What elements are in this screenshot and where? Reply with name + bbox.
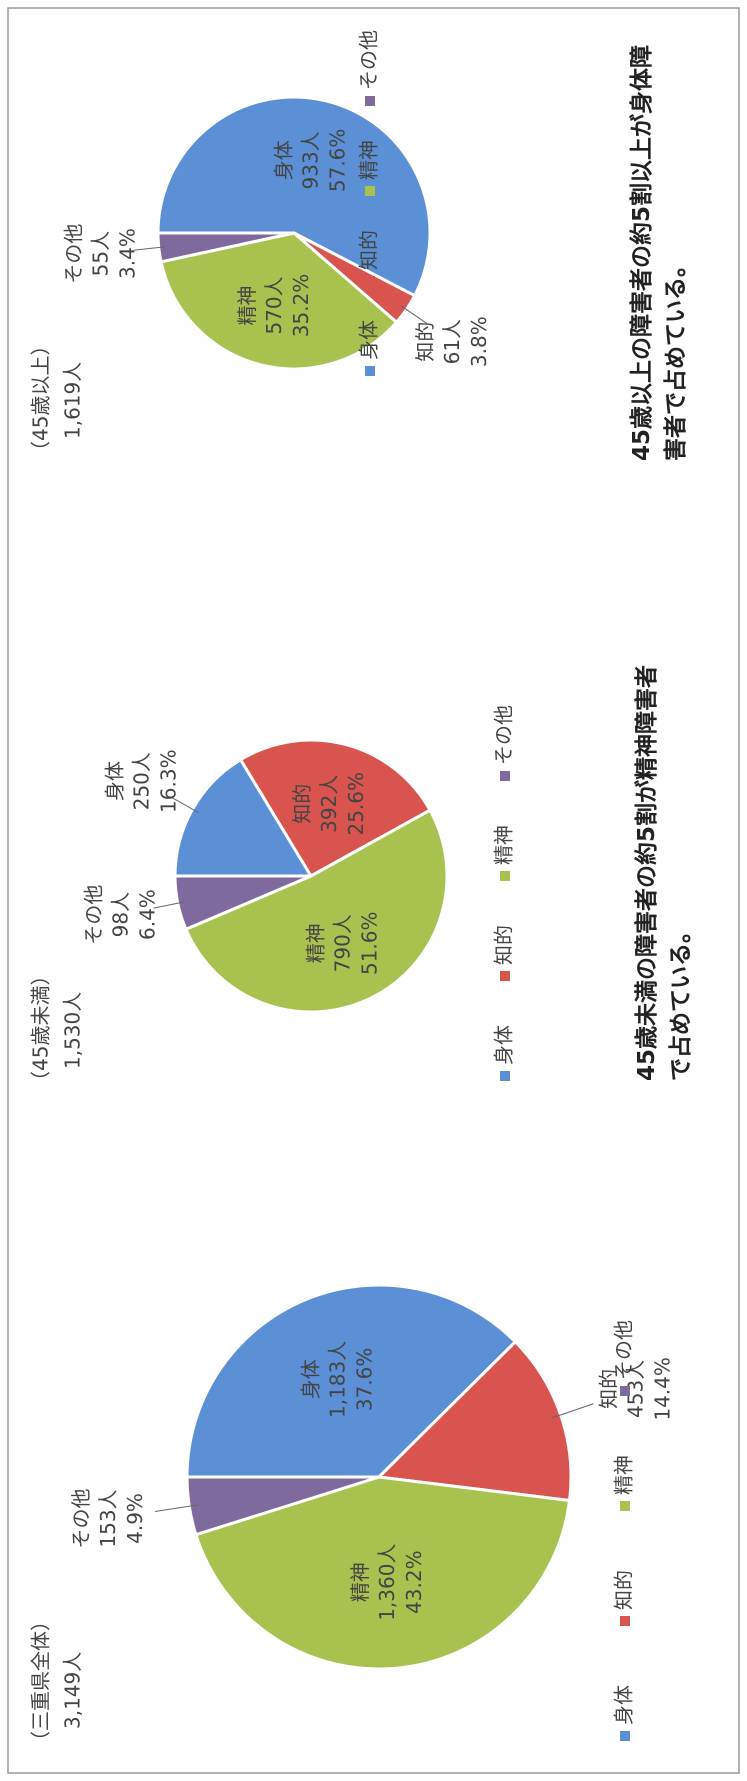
leader-line bbox=[154, 1504, 199, 1512]
pie-slice bbox=[185, 1283, 518, 1479]
legend-label: 精神 bbox=[492, 825, 516, 865]
pie-slice bbox=[193, 1475, 572, 1671]
slice-percent: 3.4% bbox=[115, 228, 139, 279]
slice-count: 98人 bbox=[108, 892, 132, 937]
legend-label: 精神 bbox=[612, 1455, 636, 1495]
leader-line bbox=[551, 1403, 594, 1419]
pie-slice bbox=[156, 95, 432, 298]
legend-label: 身体 bbox=[492, 1025, 516, 1065]
note-box: 45歳以上の障害者の約5割以上が身体障害者で占めている。 bbox=[629, 44, 689, 461]
slice-percent: 37.6% bbox=[352, 1348, 376, 1412]
pie-slice bbox=[238, 738, 433, 879]
frame bbox=[7, 7, 740, 1774]
note: 45歳以上の障害者の約5割以上が身体障害者で占めている。 bbox=[629, 44, 689, 461]
legend-swatch bbox=[500, 871, 510, 881]
slice-percent: 35.2% bbox=[289, 274, 313, 338]
legend-swatch bbox=[365, 96, 375, 106]
legend-label: 精神 bbox=[357, 140, 381, 180]
slice-count: 570人 bbox=[262, 276, 286, 334]
slice-percent: 3.8% bbox=[467, 316, 491, 367]
slice-count: 153人 bbox=[96, 1489, 120, 1547]
legend-label: その他 bbox=[612, 1320, 636, 1380]
slice-count: 392人 bbox=[317, 775, 341, 833]
slice-percent: 51.6% bbox=[357, 911, 381, 975]
chart-title: （三重県全体） bbox=[29, 1611, 53, 1751]
legend-label: 身体 bbox=[357, 320, 381, 360]
note: 45歳未満の障害者の約5割が精神障害者で占めている。 bbox=[634, 664, 694, 1081]
slice-name: 知的 bbox=[596, 1369, 620, 1409]
legend-swatch bbox=[500, 971, 510, 981]
leader-line bbox=[170, 796, 199, 813]
legend-swatch bbox=[365, 186, 375, 196]
slice-name: その他 bbox=[61, 224, 85, 284]
leader-line bbox=[400, 305, 427, 324]
legend-label: その他 bbox=[492, 705, 516, 765]
pie-slice bbox=[159, 231, 399, 371]
slice-count: 55人 bbox=[88, 231, 112, 276]
slice-count: 61人 bbox=[440, 319, 464, 364]
legend-label: その他 bbox=[357, 30, 381, 90]
slice-name: 精神 bbox=[235, 285, 259, 325]
slice-name: その他 bbox=[69, 1488, 93, 1548]
legend-swatch bbox=[500, 1071, 510, 1081]
slice-percent: 57.6% bbox=[325, 129, 349, 193]
slice-percent: 6.4% bbox=[135, 889, 159, 940]
slice-count: 1,360人 bbox=[375, 1544, 399, 1621]
slice-count: 250人 bbox=[129, 752, 153, 810]
leader-line bbox=[153, 901, 185, 909]
chart-title: （45歳以上） bbox=[29, 336, 53, 461]
legend-swatch bbox=[365, 276, 375, 286]
slice-count: 790人 bbox=[330, 914, 354, 972]
slice-name: 身体 bbox=[102, 761, 126, 801]
slice-name: 知的 bbox=[290, 784, 314, 824]
total-label: 3,149人 bbox=[61, 1652, 85, 1729]
legend-swatch bbox=[620, 1731, 630, 1741]
leader-line bbox=[134, 246, 166, 251]
legend-swatch bbox=[500, 771, 510, 781]
legend-label: 身体 bbox=[612, 1685, 636, 1725]
legend-swatch bbox=[620, 1386, 630, 1396]
slice-count: 933人 bbox=[298, 131, 322, 189]
total-label: 1,530人 bbox=[61, 992, 85, 1069]
slice-percent: 25.6% bbox=[344, 772, 368, 836]
slice-name: 身体 bbox=[298, 1359, 322, 1399]
legend-swatch bbox=[620, 1501, 630, 1511]
slice-name: 知的 bbox=[413, 322, 437, 362]
chart-title: （45歳未満） bbox=[29, 966, 53, 1091]
total-label: 1,619人 bbox=[61, 362, 85, 439]
legend-swatch bbox=[365, 366, 375, 376]
slice-percent: 16.3% bbox=[156, 749, 180, 813]
slice-count: 1,183人 bbox=[325, 1341, 349, 1418]
slice-percent: 43.2% bbox=[402, 1550, 426, 1614]
slice-name: 身体 bbox=[271, 140, 295, 180]
slice-percent: 4.9% bbox=[123, 1493, 147, 1544]
pie-slice bbox=[183, 808, 449, 1014]
legend-label: 知的 bbox=[357, 230, 381, 270]
slice-name: その他 bbox=[81, 885, 105, 945]
legend-swatch bbox=[620, 1616, 630, 1626]
slice-name: 精神 bbox=[348, 1562, 372, 1602]
legend-label: 知的 bbox=[492, 925, 516, 965]
note-box: 45歳未満の障害者の約5割が精神障害者で占めている。 bbox=[634, 664, 694, 1081]
legend-label: 知的 bbox=[612, 1570, 636, 1610]
slice-name: 精神 bbox=[303, 923, 327, 963]
slice-percent: 14.4% bbox=[650, 1357, 674, 1421]
